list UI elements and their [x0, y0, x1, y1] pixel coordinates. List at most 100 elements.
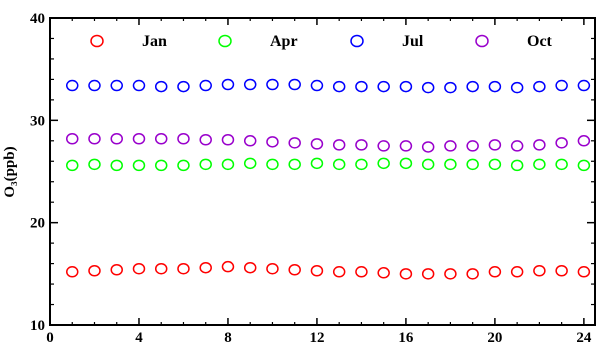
data-point-apr: [421, 158, 435, 171]
data-point-oct: [355, 139, 368, 151]
data-point-jul: [154, 80, 168, 93]
data-point-jul: [221, 78, 235, 91]
data-point-jul: [510, 81, 524, 94]
data-point-jan: [288, 263, 301, 276]
data-point-apr: [266, 158, 279, 171]
data-point-jan: [488, 266, 502, 278]
data-point-oct: [65, 133, 79, 145]
x-tick-label: 20: [487, 330, 502, 346]
data-point-oct: [444, 140, 457, 152]
data-point-jul: [65, 79, 79, 92]
data-point-jan: [399, 268, 413, 280]
axis-ticks: [49, 17, 595, 326]
data-point-jan: [65, 266, 79, 278]
data-point-jan: [177, 262, 190, 275]
data-point-apr: [332, 158, 346, 171]
legend-marker-jul: [350, 34, 364, 48]
data-point-jul: [466, 80, 479, 93]
data-point-jan: [355, 266, 368, 278]
legend-marker-apr: [218, 34, 232, 48]
data-point-oct: [488, 139, 502, 151]
y-tick-label: 40: [30, 11, 45, 27]
data-point-jul: [399, 80, 413, 93]
data-point-apr: [488, 158, 502, 171]
data-point-jan: [533, 265, 546, 277]
y-tick-label: 30: [30, 113, 45, 129]
data-point-jan: [421, 268, 435, 280]
x-tick-label: 8: [224, 330, 232, 346]
x-tick-label: 24: [576, 330, 592, 346]
x-tick-label: 4: [135, 330, 143, 346]
data-point-jul: [488, 80, 502, 93]
data-point-apr: [577, 159, 591, 172]
data-point-jul: [355, 80, 368, 93]
data-point-jul: [421, 81, 435, 94]
y-tick-label: 20: [30, 216, 45, 232]
legend-marker-oct: [475, 34, 489, 48]
data-point-jan: [332, 266, 346, 278]
data-point-jul: [88, 79, 101, 92]
data-point-oct: [577, 135, 591, 147]
data-point-apr: [310, 157, 324, 170]
data-point-apr: [65, 159, 79, 172]
data-point-oct: [243, 135, 257, 147]
data-point-apr: [177, 159, 190, 172]
data-point-jul: [332, 80, 346, 93]
data-point-apr: [199, 158, 212, 171]
legend: Jan Apr Jul Oct: [90, 33, 553, 50]
data-point-oct: [88, 133, 101, 145]
data-point-oct: [332, 139, 346, 151]
data-point-jul: [288, 78, 301, 91]
legend-marker-jan: [90, 34, 104, 48]
data-point-oct: [132, 133, 146, 145]
data-point-jul: [177, 80, 190, 93]
data-point-jan: [377, 267, 390, 279]
legend-label-jul: Jul: [402, 33, 424, 50]
data-point-jan: [154, 262, 168, 275]
data-point-jan: [266, 262, 279, 275]
data-point-jan: [444, 268, 457, 280]
data-point-jan: [110, 263, 123, 276]
data-points: [65, 78, 591, 280]
data-point-oct: [466, 140, 479, 152]
data-point-oct: [221, 134, 235, 146]
data-point-oct: [177, 133, 190, 145]
data-point-oct: [154, 133, 168, 145]
data-point-jul: [132, 79, 146, 92]
x-tick-label: 0: [46, 330, 54, 346]
data-point-apr: [555, 158, 568, 171]
data-point-apr: [288, 158, 301, 171]
data-point-oct: [266, 136, 279, 148]
data-point-apr: [533, 158, 546, 171]
data-point-jan: [221, 260, 235, 273]
data-point-jul: [533, 80, 546, 93]
data-point-jul: [377, 80, 390, 93]
data-point-jul: [243, 78, 257, 91]
data-point-apr: [154, 159, 168, 172]
data-point-jan: [466, 268, 479, 280]
data-point-oct: [310, 138, 324, 150]
data-point-oct: [421, 141, 435, 153]
data-point-jan: [243, 261, 257, 274]
x-tick-label: 16: [398, 330, 414, 346]
data-point-apr: [132, 159, 146, 172]
data-point-jan: [88, 265, 101, 277]
data-point-oct: [533, 139, 546, 151]
data-point-jul: [266, 78, 279, 91]
data-point-jul: [444, 81, 457, 94]
data-point-jul: [199, 79, 212, 92]
data-point-jan: [199, 261, 212, 274]
data-point-apr: [466, 158, 479, 171]
tick-labels: 0 4 8 12 16 20 24 10 20 30 40: [30, 11, 592, 346]
data-point-apr: [399, 157, 413, 170]
y-axis-title: O₃(ppb): [2, 146, 18, 197]
legend-label-oct: Oct: [527, 33, 553, 50]
data-point-jan: [310, 265, 324, 277]
data-point-apr: [510, 159, 524, 172]
data-point-oct: [510, 140, 524, 152]
legend-label-apr: Apr: [270, 33, 298, 50]
data-point-apr: [243, 157, 257, 170]
data-point-apr: [221, 158, 235, 171]
data-point-apr: [110, 159, 123, 172]
data-point-jan: [577, 266, 591, 278]
